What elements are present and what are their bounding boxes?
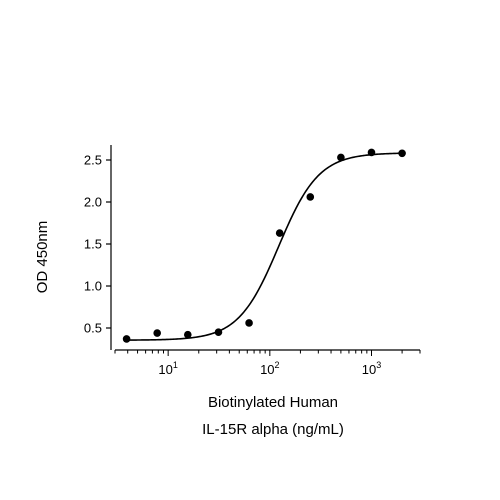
x-tick-exponent: 1	[173, 360, 178, 370]
x-tick-base: 10	[158, 362, 172, 377]
data-point	[337, 153, 345, 162]
y-axis: 0.5 1.0 1.5 2.0 2.5	[84, 145, 112, 350]
y-tick-label: 1.5	[84, 237, 102, 252]
x-axis-label-line1: Biotinylated Human	[208, 394, 338, 411]
data-points	[122, 148, 406, 343]
x-tick-exponent: 3	[376, 360, 381, 370]
x-tick-label: 103	[362, 360, 381, 377]
data-point	[398, 149, 406, 158]
data-point	[306, 193, 315, 201]
data-point	[214, 328, 223, 337]
x-axis-label-line2: IL-15R alpha (ng/mL)	[202, 421, 344, 438]
plot-area	[122, 148, 406, 343]
x-tick-label: 101	[158, 360, 177, 377]
y-axis-label: OD 450nm	[34, 221, 51, 294]
y-axis-ticks: 0.5 1.0 1.5 2.0 2.5	[84, 153, 111, 336]
x-axis-ticks: 101 102 103	[114, 350, 421, 377]
data-point	[245, 319, 253, 327]
x-tick-label: 102	[260, 360, 279, 377]
x-axis: 101 102 103	[114, 349, 421, 377]
data-point	[367, 148, 376, 157]
x-tick-exponent: 2	[275, 360, 280, 370]
y-tick-label: 2.0	[84, 195, 102, 210]
data-point	[122, 335, 131, 343]
y-tick-label: 0.5	[84, 321, 102, 336]
x-tick-base: 10	[260, 362, 274, 377]
data-point	[153, 329, 161, 337]
data-point	[275, 229, 284, 237]
data-point	[183, 330, 192, 339]
fit-curve	[126, 152, 403, 341]
y-tick-label: 2.5	[84, 153, 102, 168]
x-tick-base: 10	[362, 362, 376, 377]
y-tick-label: 1.0	[84, 279, 102, 294]
